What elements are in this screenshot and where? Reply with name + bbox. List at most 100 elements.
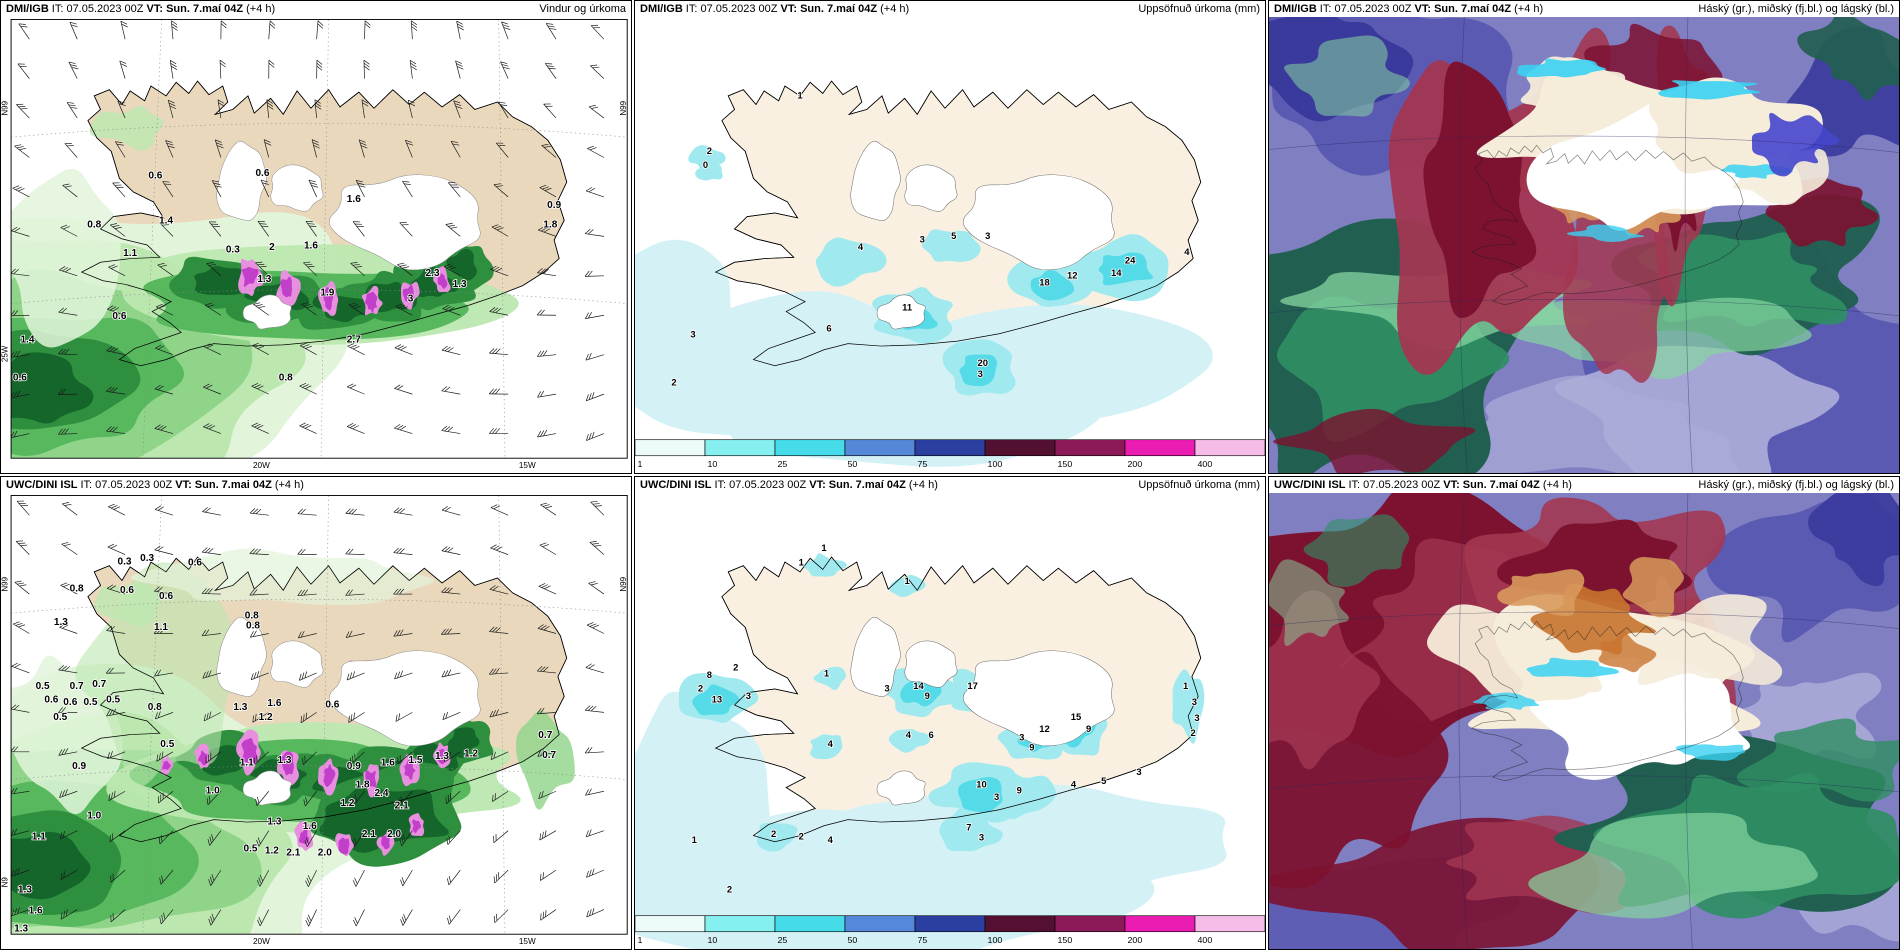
svg-text:0.6: 0.6 — [120, 585, 134, 596]
model-label: DMI/IGB — [640, 3, 683, 15]
svg-text:0.7: 0.7 — [70, 681, 84, 692]
svg-text:20W: 20W — [253, 937, 270, 946]
svg-text:9: 9 — [925, 691, 930, 701]
panel-title: Uppsöfnuð úrkoma (mm) — [1138, 479, 1260, 491]
panel-header-left: DMI/IGB IT: 07.05.2023 00Z VT: Sun. 7.maí … — [640, 3, 912, 16]
svg-text:14: 14 — [913, 681, 924, 691]
svg-text:1.6: 1.6 — [303, 821, 317, 832]
panel-header-left: UWC/DINI ISL IT: 07.05.2023 00Z VT: Sun. 7… — [640, 479, 941, 492]
svg-text:4: 4 — [828, 835, 834, 845]
svg-text:1.3: 1.3 — [54, 617, 68, 628]
svg-text:2.1: 2.1 — [395, 801, 409, 812]
panel-uwc-wind: UWC/DINI ISL IT: 07.05.2023 00Z VT: Sun. 7… — [0, 476, 632, 950]
svg-text:1.3: 1.3 — [18, 884, 32, 895]
svg-text:0.5: 0.5 — [106, 695, 120, 706]
svg-text:9: 9 — [1029, 743, 1034, 753]
panel-dmi-cloud: DMI/IGB IT: 07.05.2023 00Z VT: Sun. 7.maí … — [1268, 0, 1900, 474]
svg-text:0.6: 0.6 — [255, 168, 269, 179]
svg-text:400: 400 — [1198, 935, 1213, 945]
panel-title: Háský (gr.), miðský (fj.bl.) og lágský (… — [1698, 479, 1894, 491]
svg-text:0.5: 0.5 — [53, 712, 67, 723]
svg-text:1.6: 1.6 — [29, 905, 43, 916]
svg-text:6: 6 — [826, 323, 831, 333]
model-label: DMI/IGB — [1274, 3, 1317, 15]
svg-text:14: 14 — [1111, 268, 1122, 278]
init-time: IT: 07.05.2023 00Z — [1348, 479, 1441, 491]
svg-text:150: 150 — [1058, 935, 1073, 945]
svg-text:2.0: 2.0 — [318, 847, 332, 858]
panel-header-left: UWC/DINI ISL IT: 07.05.2023 00Z VT: Sun. 7… — [6, 479, 307, 492]
svg-text:3: 3 — [1194, 713, 1199, 723]
svg-text:2.7: 2.7 — [347, 334, 361, 345]
svg-text:1.1: 1.1 — [32, 831, 46, 842]
svg-text:1.3: 1.3 — [14, 924, 28, 935]
svg-text:0.6: 0.6 — [159, 591, 173, 602]
svg-text:3: 3 — [408, 294, 414, 305]
svg-text:75: 75 — [917, 935, 927, 945]
svg-text:2: 2 — [799, 831, 804, 841]
svg-text:9: 9 — [1017, 786, 1022, 796]
svg-text:1: 1 — [799, 558, 804, 568]
valid-time: VT: Sun. 7.maí 04Z — [1414, 3, 1512, 15]
svg-text:3: 3 — [690, 330, 695, 340]
svg-text:1.0: 1.0 — [206, 786, 220, 797]
panel-header: DMI/IGB IT: 07.05.2023 00Z VT: Sun. 7.maí … — [635, 1, 1265, 17]
svg-text:1.1: 1.1 — [240, 757, 254, 768]
svg-text:1.5: 1.5 — [409, 755, 423, 766]
map-area — [1269, 17, 1899, 473]
svg-text:0.5: 0.5 — [243, 844, 257, 855]
svg-text:3: 3 — [979, 833, 984, 843]
svg-text:100: 100 — [988, 935, 1003, 945]
svg-text:1: 1 — [905, 576, 910, 586]
init-time: IT: 07.05.2023 00Z — [51, 3, 144, 15]
svg-text:1: 1 — [638, 935, 643, 945]
svg-text:3: 3 — [1019, 733, 1024, 743]
svg-text:50: 50 — [847, 459, 857, 469]
model-label: UWC/DINI ISL — [6, 479, 78, 491]
svg-text:0.6: 0.6 — [325, 700, 339, 711]
svg-text:1.2: 1.2 — [340, 798, 354, 809]
svg-text:15W: 15W — [519, 461, 536, 470]
panel-header-left: DMI/IGB IT: 07.05.2023 00Z VT: Sun. 7.maí … — [6, 3, 278, 16]
svg-text:4: 4 — [1184, 247, 1190, 257]
svg-text:10: 10 — [976, 780, 987, 790]
model-label: DMI/IGB — [6, 3, 49, 15]
offset-label: (+4 h) — [1514, 3, 1544, 15]
panel-header: DMI/IGB IT: 07.05.2023 00Z VT: Sun. 7.maí … — [1269, 1, 1899, 17]
svg-text:0.9: 0.9 — [347, 761, 361, 772]
svg-text:1: 1 — [638, 459, 643, 469]
svg-text:25W: 25W — [1, 345, 9, 362]
svg-text:0.8: 0.8 — [148, 702, 162, 713]
svg-text:200: 200 — [1128, 459, 1143, 469]
svg-text:1: 1 — [692, 835, 697, 845]
svg-text:0.8: 0.8 — [246, 621, 260, 632]
svg-text:1.6: 1.6 — [347, 194, 361, 205]
svg-text:4: 4 — [828, 739, 834, 749]
svg-text:9: 9 — [1086, 724, 1091, 734]
svg-text:0.8: 0.8 — [245, 611, 259, 622]
panel-header: UWC/DINI ISL IT: 07.05.2023 00Z VT: Sun. 7… — [1269, 477, 1899, 493]
valid-time: VT: Sun. 7.maí 04Z — [780, 3, 878, 15]
svg-text:0.6: 0.6 — [188, 558, 202, 569]
svg-text:1.3: 1.3 — [257, 274, 271, 285]
valid-time: VT: Sun. 7.maí 04Z — [1443, 479, 1540, 491]
valid-time: VT: Sun. 7.mai 04Z — [175, 479, 272, 491]
init-time: IT: 07.05.2023 00Z — [1319, 3, 1412, 15]
wind-precip-map: 0.3 0.3 0.60.8 0.60.61.3 1.10.80.80.5 0.7 0.70… — [1, 493, 631, 949]
svg-text:0.6: 0.6 — [44, 695, 58, 706]
svg-text:1.1: 1.1 — [154, 622, 168, 633]
svg-text:3: 3 — [994, 792, 999, 802]
svg-text:15W: 15W — [519, 937, 536, 946]
panel-title: Háský (gr.), miðský (fj.bl.) og lágský (… — [1698, 3, 1894, 15]
svg-text:1.4: 1.4 — [20, 334, 34, 345]
wind-precip-map: 0.6 0.6 0.9 0.8 1.4 1.8 1.1 0.3 2 1.6 1.6 2.3 1.3 0.6… — [1, 17, 631, 473]
init-time: IT: 07.05.2023 00Z — [685, 3, 778, 15]
cloud-cover-map — [1269, 493, 1899, 949]
svg-text:12: 12 — [1039, 724, 1050, 734]
valid-time: VT: Sun. 7.maí 04Z — [146, 3, 244, 15]
svg-text:0.5: 0.5 — [36, 681, 50, 692]
svg-text:3: 3 — [1136, 767, 1141, 777]
svg-text:1.9: 1.9 — [320, 288, 334, 299]
svg-text:1.3: 1.3 — [233, 702, 247, 713]
